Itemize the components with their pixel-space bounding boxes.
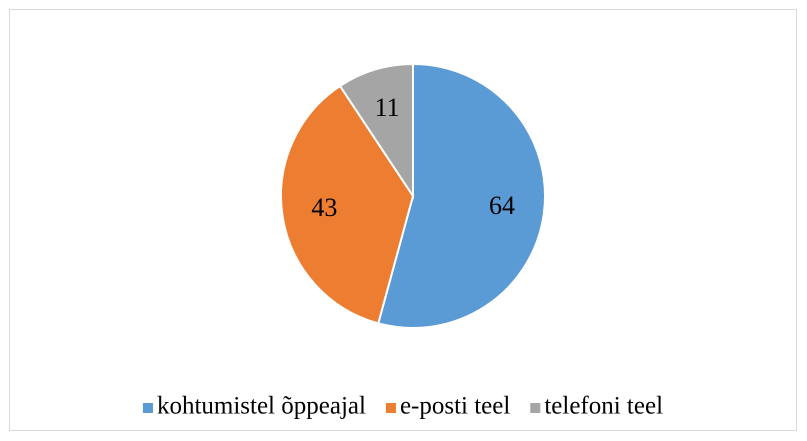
legend-marker <box>142 403 153 413</box>
data-label: 64 <box>489 191 515 220</box>
data-label: 43 <box>311 193 337 222</box>
pie-slice <box>280 84 415 325</box>
legend-label: e-posti teel <box>400 393 510 420</box>
legend-label: telefoni teel <box>544 393 663 420</box>
pie-slice <box>338 62 414 200</box>
legend-marker <box>530 403 541 413</box>
data-label: 11 <box>375 93 400 122</box>
legend-marker <box>385 403 396 413</box>
pie-slice <box>377 62 546 329</box>
legend-label: kohtumistel õppeajal <box>157 393 366 420</box>
